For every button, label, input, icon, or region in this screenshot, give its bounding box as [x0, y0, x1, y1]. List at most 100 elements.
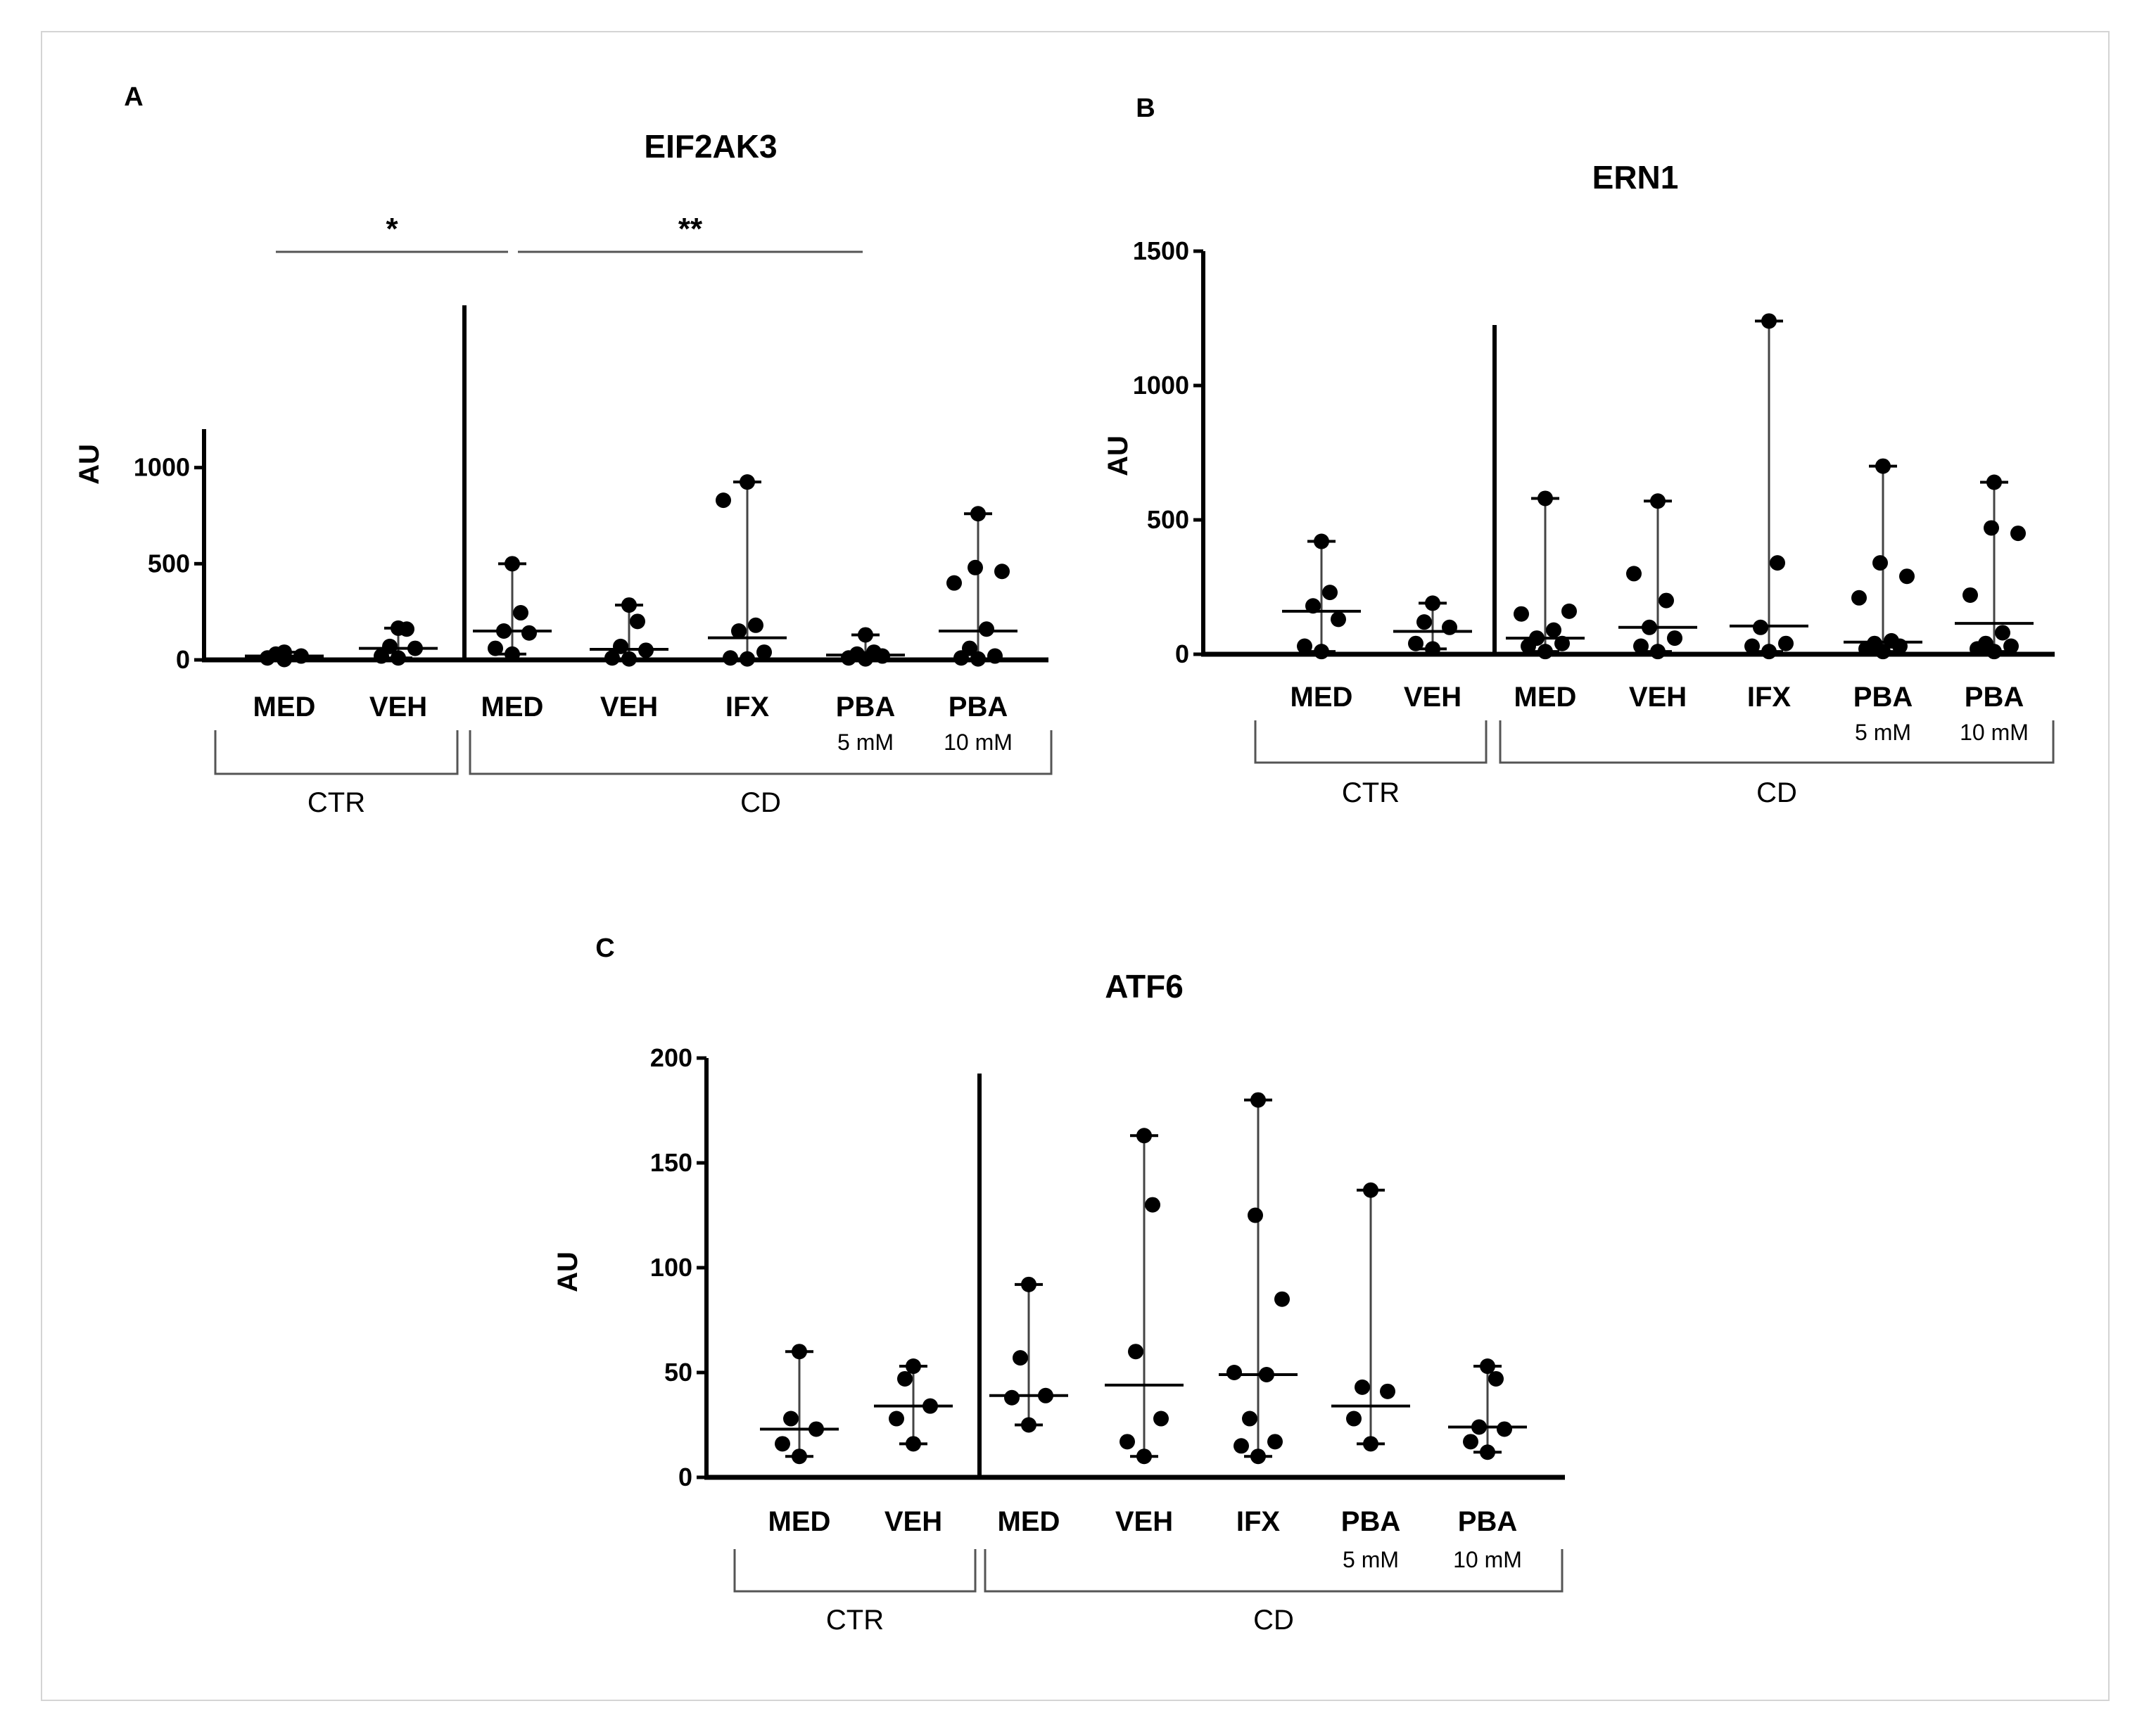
data-point [1962, 587, 1978, 603]
group-3: VEH [1618, 493, 1697, 713]
data-point [1250, 1448, 1266, 1465]
significance-label: * [386, 212, 398, 246]
x-category-label: PBA [1458, 1506, 1517, 1537]
data-point [994, 563, 1010, 580]
data-point [731, 623, 747, 639]
panel-letter: B [1136, 94, 1155, 123]
data-point [748, 617, 763, 633]
data-point [1021, 1417, 1036, 1433]
data-point [407, 640, 423, 656]
data-point [1778, 635, 1794, 651]
group-5: PBA 5 mM [1844, 458, 1922, 745]
x-category-sublabel: 5 mM [1855, 720, 1911, 745]
data-point [1650, 493, 1666, 509]
data-point [1633, 638, 1649, 654]
group-6: PBA 10 mM [1955, 474, 2034, 745]
data-point [1314, 644, 1329, 660]
data-point [1984, 520, 1999, 536]
data-point [889, 1411, 904, 1427]
data-point [962, 640, 977, 656]
data-point [1346, 1411, 1362, 1427]
data-point [970, 506, 986, 522]
data-point [1642, 619, 1657, 635]
data-point [521, 625, 537, 641]
data-point [1363, 1182, 1378, 1198]
data-point [1514, 606, 1529, 622]
cohort-label: CTR [307, 787, 365, 818]
data-point [1554, 635, 1570, 651]
data-point [1529, 630, 1545, 647]
x-category-label: IFX [1236, 1506, 1281, 1537]
data-point [496, 623, 512, 639]
data-point [968, 559, 983, 575]
data-point [1851, 590, 1867, 606]
x-category-label: PBA [1965, 682, 2024, 713]
y-tick-label: 1000 [1133, 371, 1189, 400]
data-point [1004, 1389, 1020, 1406]
data-point [792, 1448, 807, 1465]
data-point [1331, 611, 1346, 628]
data-point [488, 640, 503, 656]
group-1: VEH [874, 1358, 953, 1537]
data-point [1153, 1411, 1169, 1427]
y-tick-label: 1000 [134, 453, 190, 482]
x-category-label: VEH [369, 692, 427, 722]
data-point [866, 644, 882, 661]
x-category-label: MED [253, 692, 316, 722]
y-tick-label: 50 [664, 1358, 692, 1387]
data-point [1425, 595, 1440, 611]
data-point [1038, 1387, 1053, 1403]
data-point [1145, 1197, 1160, 1213]
y-tick-label: 150 [650, 1148, 692, 1177]
data-point [2003, 638, 2019, 654]
group-6: PBA 10 mM [939, 506, 1017, 755]
group-0: MED [760, 1344, 839, 1537]
y-axis-label: AU [552, 1252, 583, 1292]
x-category-label: PBA [1853, 682, 1913, 713]
data-point [849, 646, 865, 662]
figure-frame [41, 31, 2110, 1701]
y-tick-label: 0 [1175, 639, 1189, 668]
group-3: VEH [590, 597, 668, 722]
chart-title: EIF2AK3 [644, 128, 777, 165]
cohort-label: CD [1253, 1605, 1294, 1636]
data-point [1136, 1448, 1152, 1465]
data-point [792, 1344, 807, 1360]
data-point [1242, 1411, 1257, 1427]
group-5: PBA 5 mM [1331, 1182, 1410, 1572]
x-category-label: MED [768, 1506, 831, 1537]
data-point [1986, 474, 2002, 490]
data-point [2010, 526, 2026, 542]
data-point [1226, 1365, 1242, 1380]
data-point [716, 492, 731, 509]
data-point [1463, 1434, 1478, 1450]
data-point [1408, 635, 1423, 651]
data-point [1322, 585, 1338, 601]
panel-letter: C [595, 934, 614, 963]
cohort-bracket [733, 1549, 977, 1593]
x-category-sublabel: 10 mM [944, 730, 1013, 755]
data-point [1561, 603, 1577, 619]
data-point [1250, 1092, 1266, 1108]
data-point [979, 621, 994, 637]
data-point [604, 650, 620, 666]
data-point [1546, 622, 1561, 638]
data-point [1537, 490, 1553, 507]
data-point [1425, 641, 1440, 657]
data-point [1136, 1128, 1152, 1144]
x-category-label: MED [1514, 682, 1577, 713]
data-point [740, 651, 755, 667]
data-point [613, 638, 628, 654]
panel-b: B ERN1 AU 0 500 1000 1500 MED VEH MED VEH IFX PBA 5 m… [1103, 94, 2055, 808]
y-tick-label: 1500 [1133, 236, 1189, 265]
data-point [1761, 313, 1777, 329]
x-category-label: MED [481, 692, 544, 722]
data-point [1128, 1344, 1143, 1360]
group-5: PBA 5 mM [826, 627, 905, 755]
x-category-sublabel: 10 mM [1453, 1547, 1522, 1572]
group-2: MED [1506, 490, 1585, 713]
x-category-sublabel: 5 mM [1343, 1547, 1399, 1572]
x-category-sublabel: 5 mM [837, 730, 894, 755]
cohort-label: CD [1756, 777, 1797, 808]
data-point [1416, 614, 1432, 630]
